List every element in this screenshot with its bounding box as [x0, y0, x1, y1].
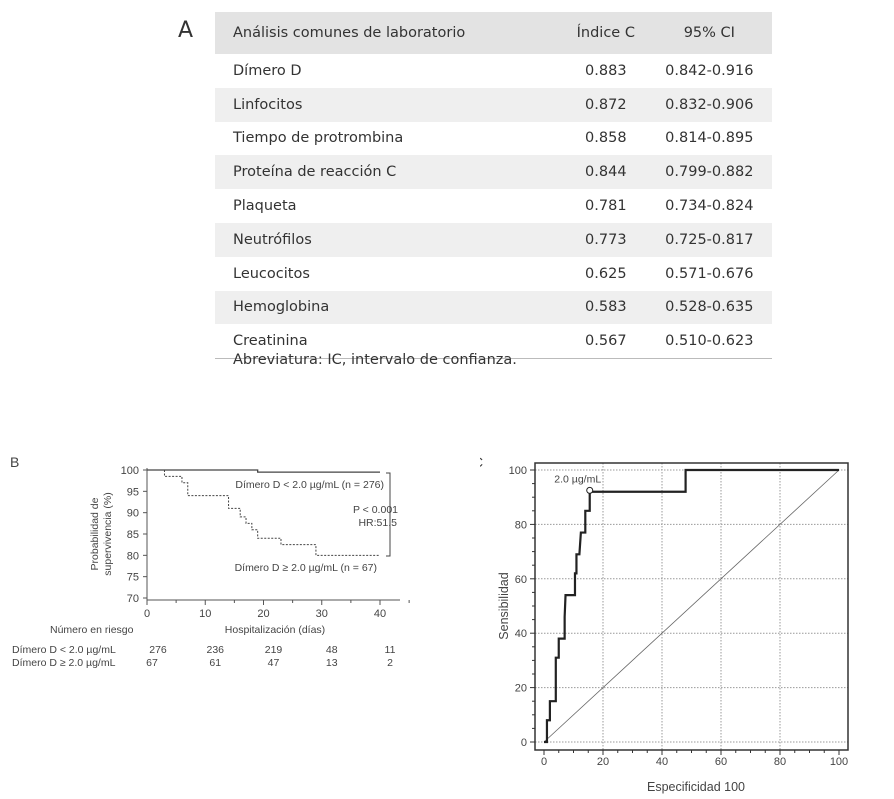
- risk-count: 276: [149, 644, 167, 656]
- test-name: Linfocitos: [215, 87, 565, 122]
- reference-line: [543, 469, 840, 743]
- risk-count: 67: [146, 657, 158, 669]
- table-row: Proteína de reacción C 0.844 0.799-0.882: [215, 155, 772, 190]
- y-tick-label: 85: [127, 529, 139, 541]
- series-label: Dímero D < 2.0 µg/mL (n = 276): [235, 479, 384, 491]
- y-tick-label: 70: [127, 593, 139, 605]
- roc-chart: C 0 20 40 60 80 100 0 20 40 60 80 100 Especificidad 1…: [480, 454, 849, 794]
- c-index: 0.858: [585, 130, 627, 147]
- c-index: 0.844: [564, 155, 648, 190]
- x-tick-label: 40: [656, 756, 668, 768]
- y-tick-label: 80: [127, 550, 139, 562]
- risk-count: 48: [326, 644, 338, 656]
- cutoff-point: [586, 486, 594, 494]
- y-axis-label: Sensibilidad: [497, 572, 511, 639]
- table-row: Hemoglobina 0.583 0.528-0.635: [215, 290, 772, 325]
- y-tick-label: 20: [515, 683, 527, 695]
- risk-count: 219: [265, 644, 283, 656]
- table-row: Plaqueta 0.781 0.734-0.824: [215, 189, 772, 223]
- lab-table: Análisis comunes de laboratorio Índice C…: [215, 12, 772, 360]
- c-index: 0.883: [585, 62, 627, 79]
- x-axis-label: Hospitalización (días): [225, 624, 325, 636]
- ci: 0.510-0.623: [647, 324, 772, 360]
- survival-chart: B 70 75 80 85 90 95 100 0 10 20 30 40 Hospitalización…: [10, 454, 410, 669]
- x-tick-label: 40: [374, 608, 386, 620]
- x-tick-label: 30: [316, 608, 328, 620]
- y-tick-label: 95: [127, 486, 139, 498]
- panel-label-b: B: [10, 454, 19, 470]
- header-c-index: Índice C: [564, 12, 648, 54]
- test-name: Plaqueta: [233, 198, 297, 215]
- test-name: Dímero D: [233, 62, 302, 79]
- survival-curve: [147, 469, 380, 473]
- risk-count: 2: [387, 657, 393, 669]
- y-tick-label: 80: [515, 519, 527, 531]
- test-name: Neutrófilos: [215, 222, 565, 257]
- c-index: 0.625: [585, 265, 627, 282]
- y-tick-label: 100: [509, 465, 527, 477]
- hazard-ratio: HR:51.5: [358, 517, 397, 529]
- risk-table-title: Número en riesgo: [50, 624, 134, 636]
- y-axis-label: supervivencia (%): [102, 492, 114, 575]
- x-tick-label: 60: [715, 756, 727, 768]
- y-tick-label: 40: [515, 628, 527, 640]
- y-tick-label: 60: [515, 574, 527, 586]
- series-label: Dímero D ≥ 2.0 µg/mL (n = 67): [235, 562, 377, 574]
- table-row: Creatinina 0.567 0.510-0.623: [215, 324, 772, 360]
- roc-curve: [544, 468, 839, 744]
- table-row: Linfocitos 0.872 0.832-0.906: [215, 87, 772, 122]
- bracket: [386, 472, 391, 557]
- x-axis-label: Especificidad 100: [647, 780, 745, 794]
- c-index: 0.567: [564, 324, 648, 360]
- y-axis-label: Probabilidad de: [89, 497, 101, 570]
- table-row: Leucocitos 0.625 0.571-0.676: [215, 257, 772, 291]
- x-tick-label: 20: [257, 608, 269, 620]
- header-ci: 95% CI: [647, 12, 772, 54]
- ci: 0.814-0.895: [665, 130, 754, 147]
- ci: 0.842-0.916: [665, 62, 754, 79]
- test-name: Tiempo de protrombina: [233, 130, 404, 147]
- risk-count: 236: [206, 644, 224, 656]
- c-index: 0.773: [564, 222, 648, 257]
- c-index: 0.583: [564, 290, 648, 325]
- risk-count: 11: [385, 644, 396, 656]
- panel-label-a: A: [178, 18, 194, 43]
- ci: 0.571-0.676: [665, 265, 754, 282]
- test-name: Proteína de reacción C: [215, 155, 565, 190]
- panel-label-c: C: [480, 454, 483, 470]
- ci: 0.832-0.906: [647, 87, 772, 122]
- risk-count: 47: [268, 657, 280, 669]
- ci: 0.734-0.824: [665, 198, 754, 215]
- table-row: Neutrófilos 0.773 0.725-0.817: [215, 222, 772, 257]
- c-index: 0.872: [564, 87, 648, 122]
- table-footnote: Abreviatura: IC, intervalo de confianza.: [233, 352, 517, 368]
- x-tick-label: 20: [597, 756, 609, 768]
- y-tick-label: 75: [127, 572, 139, 584]
- c-index: 0.781: [585, 198, 627, 215]
- ci: 0.799-0.882: [647, 155, 772, 190]
- x-tick-label: 0: [144, 608, 150, 620]
- test-name: Creatinina: [215, 324, 565, 360]
- x-tick-label: 100: [830, 756, 848, 768]
- x-tick-label: 0: [541, 756, 547, 768]
- risk-row-label: Dímero D ≥ 2.0 µg/mL: [12, 657, 116, 669]
- header-test: Análisis comunes de laboratorio: [215, 12, 565, 54]
- table-row: Dímero D 0.883 0.842-0.916: [215, 54, 772, 88]
- y-tick-label: 0: [521, 737, 527, 749]
- x-tick-label: 10: [199, 608, 211, 620]
- test-name: Leucocitos: [233, 265, 310, 282]
- test-name: Hemoglobina: [215, 290, 565, 325]
- table-row: Tiempo de protrombina 0.858 0.814-0.895: [215, 122, 772, 156]
- y-tick-label: 100: [121, 465, 139, 477]
- risk-count: 13: [326, 657, 338, 669]
- risk-row-label: Dímero D < 2.0 µg/mL: [12, 644, 116, 656]
- p-value: P < 0.001: [353, 504, 398, 516]
- risk-count: 61: [209, 657, 221, 669]
- x-tick-label: 80: [774, 756, 786, 768]
- cutoff-label: 2.0 µg/mL: [554, 473, 601, 485]
- y-tick-label: 90: [127, 508, 139, 520]
- ci: 0.725-0.817: [647, 222, 772, 257]
- ci: 0.528-0.635: [647, 290, 772, 325]
